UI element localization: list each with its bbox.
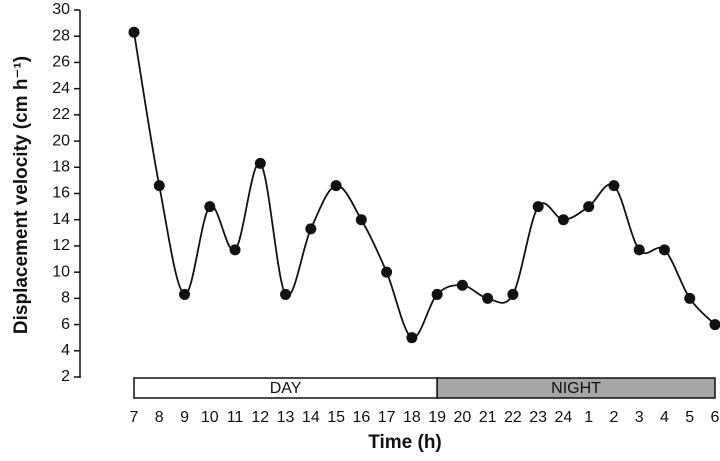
point bbox=[330, 180, 342, 192]
y-tick-label: 2 bbox=[61, 368, 70, 385]
x-tick-label: 24 bbox=[555, 409, 573, 426]
point bbox=[431, 288, 443, 300]
point bbox=[204, 201, 216, 213]
point bbox=[128, 26, 140, 38]
x-tick-label: 9 bbox=[180, 409, 189, 426]
x-axis-title: Time (h) bbox=[368, 432, 442, 453]
x-tick-label: 17 bbox=[378, 409, 396, 426]
x-tick-label: 23 bbox=[529, 409, 547, 426]
y-tick-label: 18 bbox=[52, 159, 70, 176]
x-tick-label: 15 bbox=[327, 409, 345, 426]
point bbox=[532, 201, 544, 213]
y-tick-label: 10 bbox=[52, 263, 70, 280]
x-tick-label: 16 bbox=[352, 409, 370, 426]
y-tick-label: 4 bbox=[61, 342, 70, 359]
y-tick-label: 16 bbox=[52, 185, 70, 202]
point bbox=[482, 292, 494, 304]
point bbox=[355, 214, 367, 226]
y-tick-label: 8 bbox=[61, 290, 70, 307]
x-tick-label: 11 bbox=[227, 409, 244, 426]
x-tick-label: 19 bbox=[428, 409, 446, 426]
y-tick-label: 26 bbox=[52, 54, 70, 71]
point bbox=[406, 332, 418, 344]
x-tick-label: 10 bbox=[201, 409, 219, 426]
point bbox=[254, 157, 266, 169]
x-tick-label: 6 bbox=[711, 409, 720, 426]
point bbox=[153, 180, 165, 192]
x-tick-label: 7 bbox=[130, 409, 139, 426]
x-tick-label: 14 bbox=[302, 409, 320, 426]
y-tick-label: 22 bbox=[52, 106, 70, 123]
x-tick-label: 13 bbox=[277, 409, 295, 426]
x-tick-label: 5 bbox=[685, 409, 694, 426]
x-tick-label: 20 bbox=[453, 409, 471, 426]
period-label: NIGHT bbox=[551, 380, 601, 397]
point bbox=[381, 266, 393, 278]
point bbox=[633, 244, 645, 256]
period-label: DAY bbox=[270, 380, 302, 397]
point bbox=[280, 288, 292, 300]
point bbox=[684, 292, 696, 304]
x-tick-label: 12 bbox=[251, 409, 269, 426]
point bbox=[658, 244, 670, 256]
point bbox=[709, 319, 720, 331]
y-axis-title: Displacement velocity (cm h⁻¹) bbox=[11, 56, 32, 334]
x-tick-label: 2 bbox=[610, 409, 619, 426]
y-tick-label: 6 bbox=[61, 316, 70, 333]
y-tick-label: 24 bbox=[52, 80, 70, 97]
point bbox=[179, 288, 191, 300]
x-tick-label: 3 bbox=[635, 409, 644, 426]
x-tick-label: 18 bbox=[403, 409, 421, 426]
x-tick-label: 1 bbox=[584, 409, 593, 426]
point bbox=[456, 279, 468, 291]
y-tick-label: 20 bbox=[52, 132, 70, 149]
x-tick-label: 21 bbox=[479, 409, 497, 426]
period-bar bbox=[436, 377, 716, 399]
x-tick-label: 22 bbox=[504, 409, 522, 426]
y-tick-label: 28 bbox=[52, 27, 70, 44]
point bbox=[557, 214, 569, 226]
point bbox=[608, 180, 620, 192]
y-tick-label: 14 bbox=[52, 211, 70, 228]
point bbox=[229, 244, 241, 256]
point bbox=[507, 288, 519, 300]
y-tick-label: 30 bbox=[52, 1, 70, 18]
x-tick-label: 4 bbox=[660, 409, 669, 426]
y-tick-label: 12 bbox=[52, 237, 70, 254]
x-tick-label: 8 bbox=[155, 409, 164, 426]
line bbox=[133, 32, 716, 339]
point bbox=[583, 201, 595, 213]
point bbox=[305, 223, 317, 235]
